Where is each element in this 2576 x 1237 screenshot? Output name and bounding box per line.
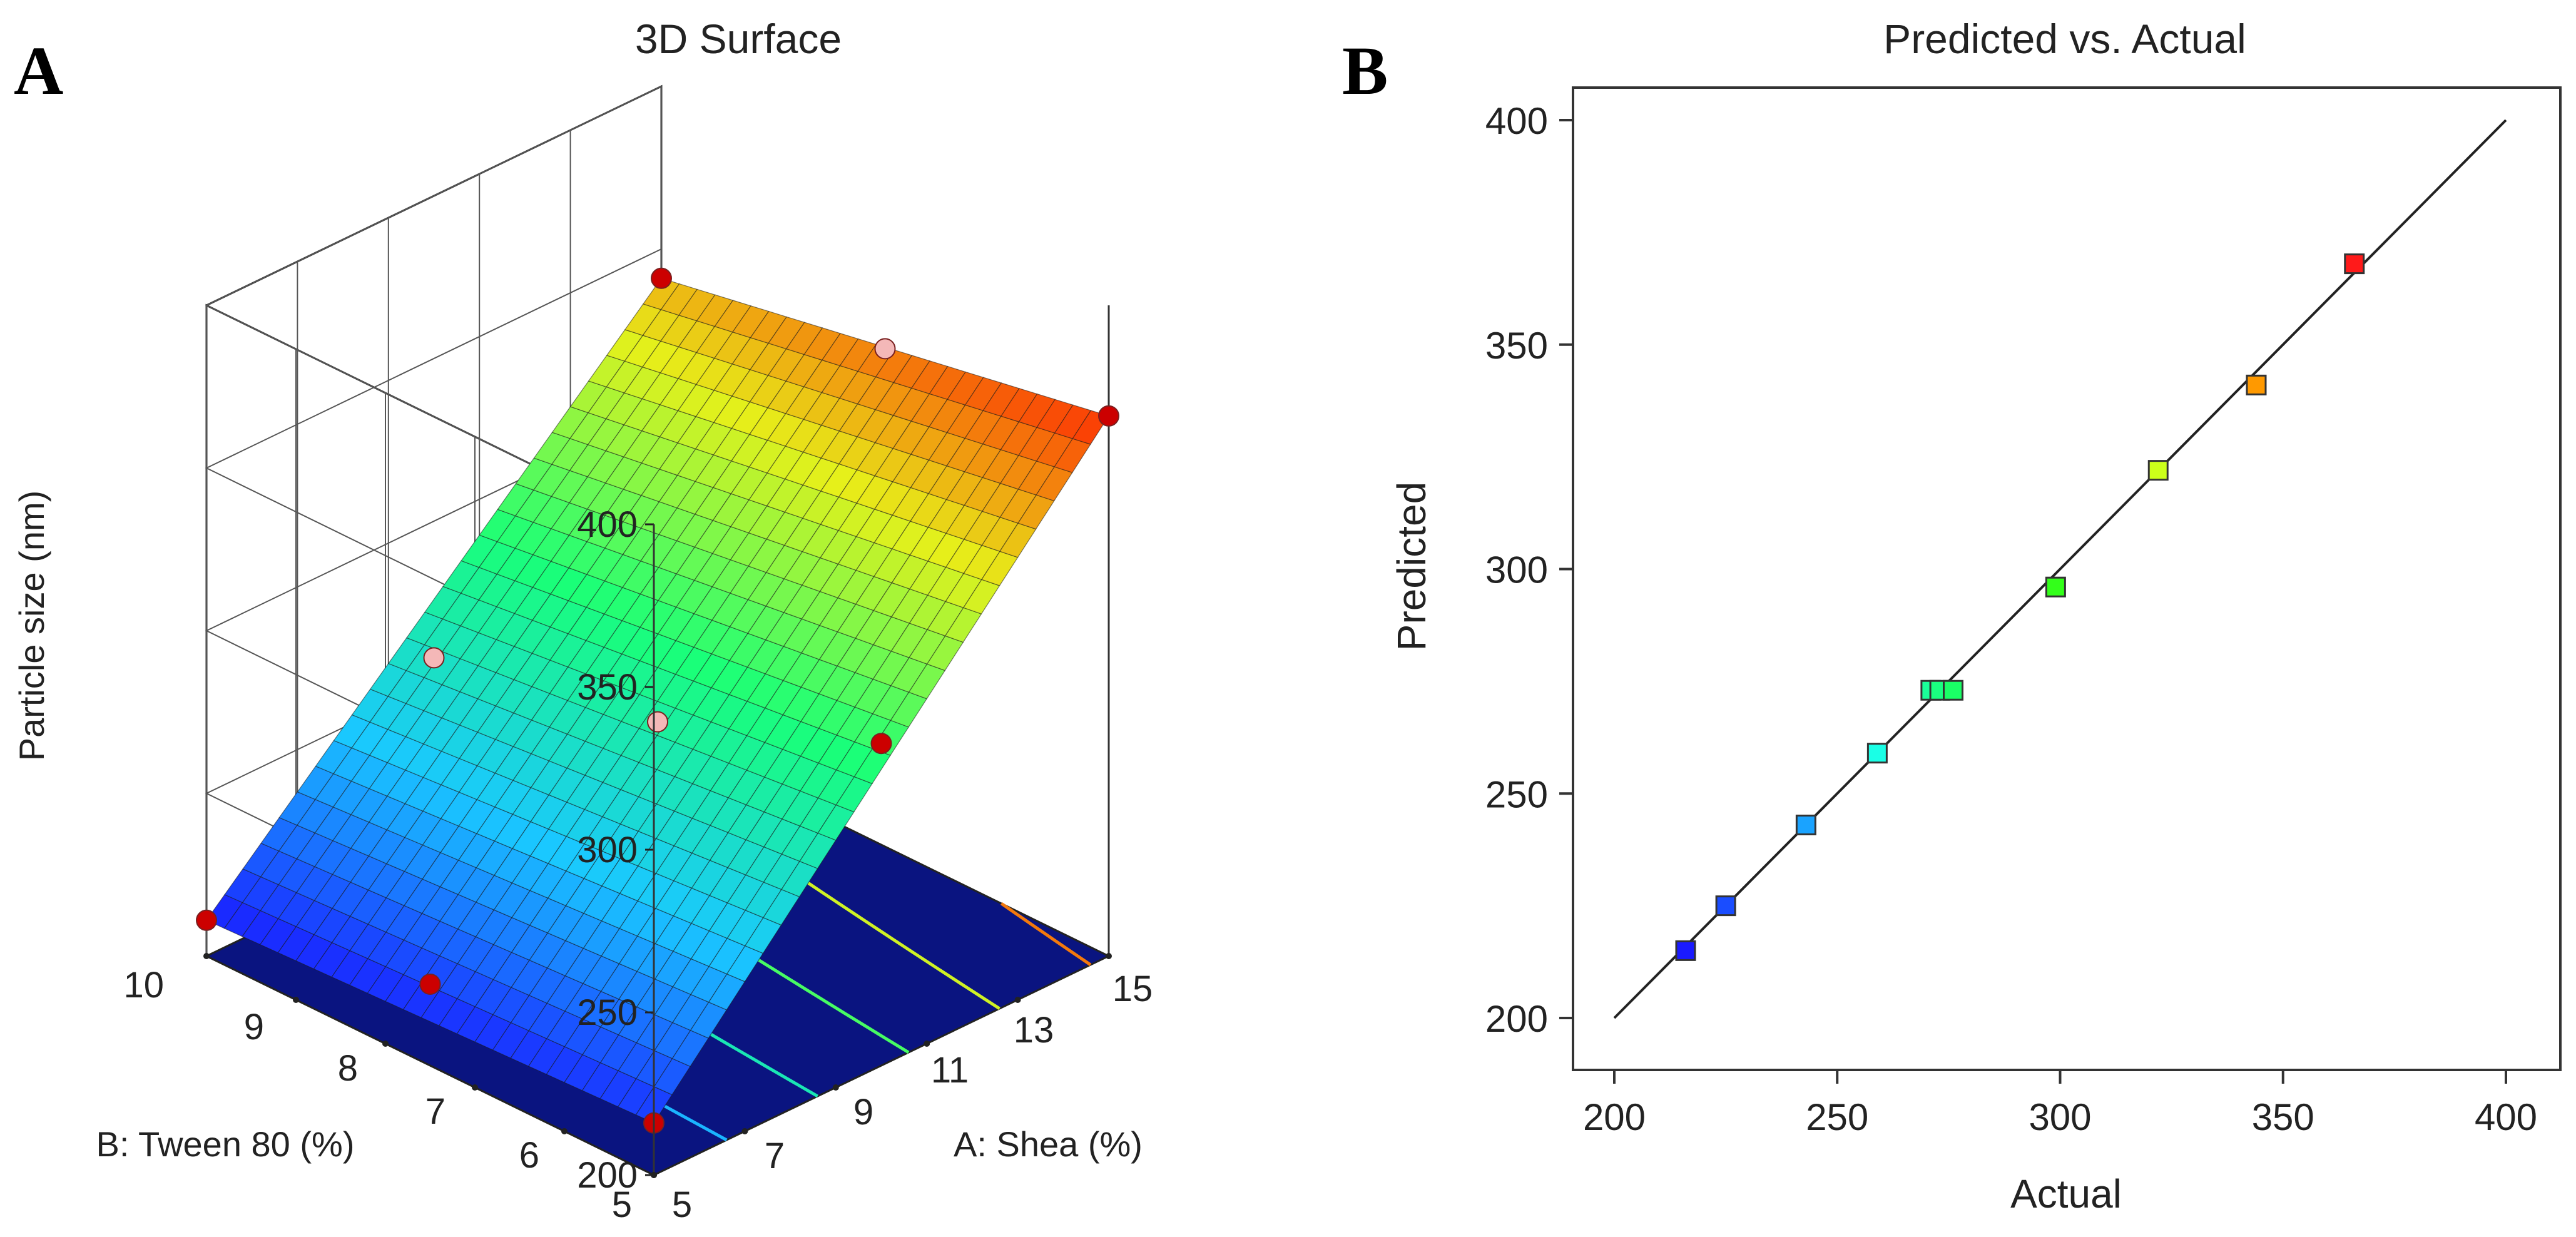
- data-point: [2147, 460, 2169, 481]
- x-tick-label: 11: [931, 1050, 969, 1091]
- x-tick-label: 200: [1583, 1096, 1646, 1138]
- data-point: [1795, 814, 1816, 835]
- data-point: [2344, 253, 2365, 275]
- y-tick-label: 5: [612, 1184, 632, 1225]
- y-tick-label: 250: [1485, 773, 1548, 815]
- design-point: [651, 267, 672, 289]
- y-axis-label: B: Tween 80 (%): [96, 1124, 355, 1164]
- y-tick-label: 9: [244, 1007, 264, 1047]
- design-point: [419, 974, 441, 995]
- x-tick-label: 15: [1112, 969, 1153, 1009]
- x-tick-label: 300: [2029, 1096, 2091, 1138]
- y-tick-label: 300: [1485, 549, 1548, 591]
- y-tick-label: 6: [519, 1135, 539, 1176]
- z-tick-label: 400: [577, 504, 638, 545]
- z-axis-label: Particle size (nm): [12, 491, 51, 761]
- y-tick: [293, 997, 299, 1003]
- contour-line: [1000, 902, 1092, 967]
- x-tick: [651, 1172, 657, 1178]
- data-point: [1943, 680, 1963, 701]
- response-surface: [206, 278, 1109, 1124]
- y-tick-label: 200: [1485, 998, 1548, 1040]
- plot-frame: [1572, 86, 2562, 1071]
- y-tick-label: 10: [123, 965, 164, 1005]
- panel-a: A 3D Surface 200 250 300 350 400 Particl…: [12, 16, 1153, 1225]
- z-tick-label: 250: [577, 992, 638, 1033]
- data-points: [1675, 253, 2365, 961]
- z-tick-label: 300: [577, 830, 638, 870]
- y-tick-label: 350: [1485, 325, 1548, 367]
- x-tick-label: 350: [2252, 1096, 2314, 1138]
- y-tick: [203, 953, 210, 959]
- axis-ticks: [1559, 119, 2507, 1084]
- design-point: [1098, 405, 1119, 427]
- data-point: [1715, 895, 1736, 917]
- design-point: [423, 647, 445, 669]
- x-tick: [924, 1041, 930, 1047]
- x-tick-label: 5: [672, 1184, 692, 1225]
- x-tick: [1106, 953, 1112, 959]
- design-points: [196, 267, 1119, 1134]
- design-point: [647, 711, 668, 733]
- x-tick-label: 7: [765, 1136, 785, 1176]
- y-tick: [472, 1084, 478, 1091]
- x-tick-label: 9: [853, 1092, 873, 1133]
- x-tick: [741, 1128, 748, 1134]
- x-tick-label: 400: [2475, 1096, 2537, 1138]
- x-tick: [832, 1084, 839, 1091]
- y-tick-label: 8: [338, 1048, 358, 1089]
- y-tick: [382, 1041, 389, 1047]
- z-tick-label: 200: [577, 1155, 638, 1196]
- design-point: [870, 733, 892, 755]
- y-axis-label: Predicted: [1389, 482, 1434, 651]
- x-axis-label: Actual: [2010, 1171, 2122, 1216]
- panel-b: B Predicted vs. Actual 200 250 300 350 40020…: [1342, 16, 2562, 1216]
- x-axis-label: A: Shea (%): [954, 1124, 1143, 1164]
- data-point: [1866, 743, 1888, 764]
- panel-letter-a: A: [14, 33, 63, 109]
- y-tick-label: 7: [425, 1091, 445, 1132]
- data-point: [2045, 576, 2066, 598]
- tick-labels: 200 250 300 350 400 200 250 300 350 400: [1485, 100, 2537, 1138]
- x-tick-label: 13: [1014, 1010, 1054, 1051]
- design-point: [874, 338, 896, 360]
- data-point: [2246, 374, 2267, 395]
- x-tick-label: 250: [1806, 1096, 1868, 1138]
- data-point: [1675, 940, 1696, 961]
- y-tick: [561, 1128, 568, 1134]
- axis-ticks: [203, 523, 1112, 1178]
- design-point: [196, 909, 217, 931]
- panel-b-title: Predicted vs. Actual: [1883, 16, 2246, 62]
- z-tick-label: 350: [577, 667, 638, 708]
- x-tick: [1014, 997, 1021, 1003]
- y-tick-label: 400: [1485, 100, 1548, 142]
- panel-a-title: 3D Surface: [635, 16, 842, 62]
- panel-letter-b: B: [1342, 33, 1388, 109]
